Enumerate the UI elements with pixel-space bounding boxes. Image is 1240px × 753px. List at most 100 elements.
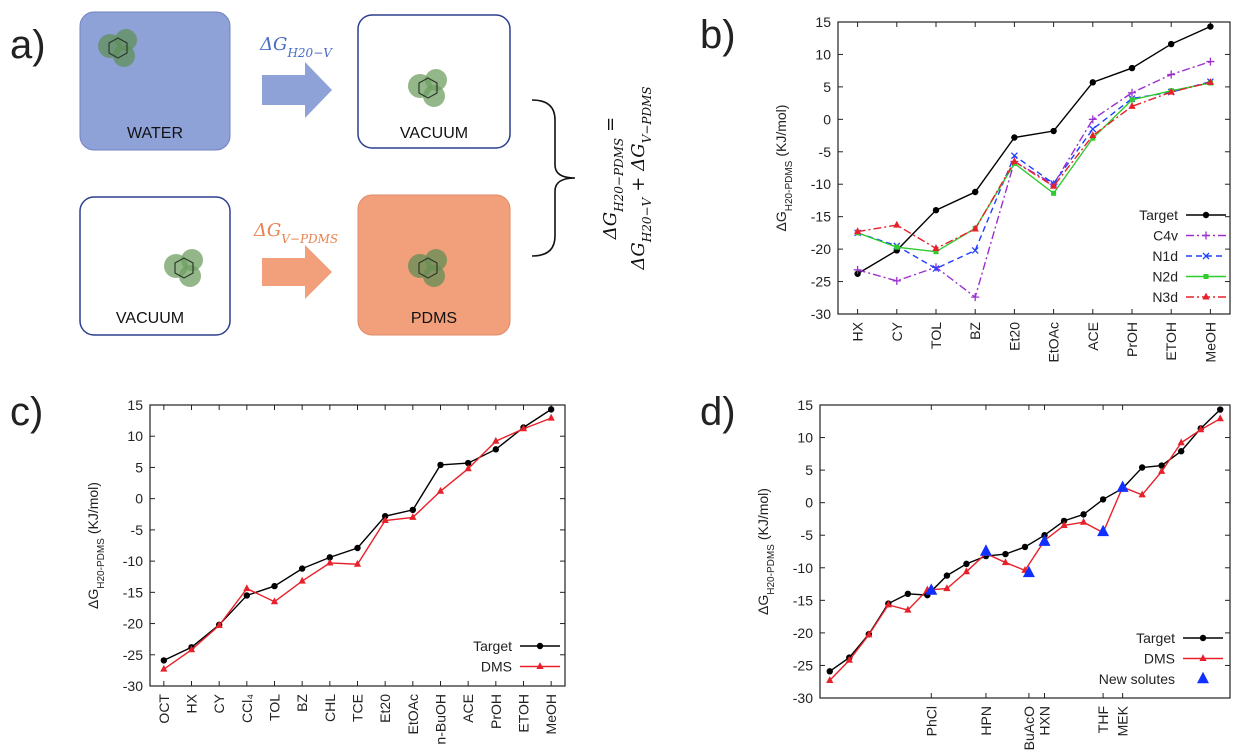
marker <box>1197 671 1209 684</box>
y-tick-label: 15 <box>797 397 813 413</box>
marker <box>160 664 168 672</box>
marker-shape <box>1128 64 1136 72</box>
marker-shape <box>1001 558 1010 566</box>
marker <box>187 645 196 653</box>
marker <box>1089 79 1097 86</box>
subscript: H20-PDMS <box>766 544 777 595</box>
molecule <box>98 29 137 67</box>
marker-shape <box>1128 102 1136 109</box>
marker-shape <box>1090 135 1096 141</box>
marker <box>243 592 251 599</box>
marker <box>1202 231 1210 240</box>
marker-shape <box>437 461 444 469</box>
x-tick-label: TOL <box>928 322 944 349</box>
marker-shape <box>1022 565 1035 578</box>
marker-shape <box>215 621 223 628</box>
arrow <box>262 62 332 118</box>
marker <box>536 642 544 650</box>
y-axis-label: ΔGH20-PDMS (KJ/mol) <box>773 105 795 232</box>
marker-shape <box>1203 274 1209 279</box>
panel-label: b) <box>700 13 736 57</box>
marker-shape <box>1080 511 1087 518</box>
legend-label: Target <box>1139 207 1178 223</box>
unit: (KJ/mol) <box>85 482 101 534</box>
y-tick-label: -25 <box>811 274 831 290</box>
marker-shape <box>298 576 306 584</box>
marker <box>1089 125 1097 133</box>
marker <box>893 220 901 228</box>
marker <box>1217 406 1224 413</box>
marker-shape <box>1129 97 1135 103</box>
y-axis-label: ΔGH20-PDMS (KJ/mol) <box>755 488 777 615</box>
marker <box>1038 534 1051 546</box>
symbol: ΔG <box>253 220 281 241</box>
x-tick-label: OCT <box>156 694 172 724</box>
legend-label: New solutes <box>1099 671 1175 687</box>
marker-shape <box>845 655 853 663</box>
marker <box>1199 634 1207 642</box>
legend-label: DMS <box>1144 651 1175 667</box>
marker-shape <box>1002 550 1009 558</box>
marker <box>1177 448 1185 455</box>
marker-shape <box>1010 152 1018 160</box>
y-tick-label: -30 <box>123 678 143 694</box>
symbol: ΔG <box>259 34 287 55</box>
marker <box>381 512 389 520</box>
marker <box>933 249 939 255</box>
legend-label: C4v <box>1153 228 1178 244</box>
marker-shape <box>536 642 544 650</box>
marker <box>353 559 362 567</box>
y-tick-label: 0 <box>805 495 813 511</box>
marker-shape <box>1138 464 1146 471</box>
marker <box>354 544 361 552</box>
marker-shape <box>326 554 334 561</box>
marker-shape <box>943 572 951 579</box>
marker <box>963 560 970 568</box>
marker <box>1202 292 1210 300</box>
symbol: ΔG <box>85 589 101 609</box>
symbol: ΔG <box>628 242 649 270</box>
y-tick-label: 5 <box>805 462 813 478</box>
marker-shape <box>160 664 168 672</box>
marker <box>1167 70 1176 79</box>
y-tick-label: -10 <box>811 176 831 192</box>
marker-shape <box>436 486 445 494</box>
y-tick-label: -5 <box>801 527 814 543</box>
symbol: ΔG <box>628 143 649 171</box>
marker <box>1168 40 1175 48</box>
marker <box>1079 517 1088 525</box>
marker-shape <box>932 206 940 214</box>
marker-shape <box>1207 23 1214 30</box>
panel-label: a) <box>10 23 46 67</box>
marker-shape <box>826 668 833 675</box>
symbol: ΔG <box>600 212 621 240</box>
marker-shape <box>1021 543 1029 551</box>
marker-shape <box>381 516 389 524</box>
marker-shape <box>1158 462 1165 469</box>
x-tick-label: PrOH <box>488 694 504 729</box>
operator: + <box>628 177 649 192</box>
x-tick-label: EtOAc <box>1046 322 1062 362</box>
marker <box>979 544 992 556</box>
marker-shape <box>1089 125 1097 133</box>
marker <box>243 584 251 592</box>
marker-shape <box>1202 292 1210 300</box>
marker-shape <box>547 413 555 421</box>
marker-shape <box>972 188 979 196</box>
brace <box>531 99 576 257</box>
marker-shape <box>962 567 971 575</box>
marker-shape <box>354 544 361 552</box>
marker-shape <box>865 630 873 638</box>
marker-shape <box>1011 134 1018 141</box>
marker <box>853 265 862 274</box>
marker-shape <box>1206 57 1215 66</box>
y-tick-label: -10 <box>793 560 813 576</box>
marker <box>464 459 472 467</box>
arrow-label: ΔGH20−V <box>259 34 333 60</box>
marker <box>326 554 334 561</box>
marker <box>1051 190 1057 196</box>
marker <box>270 597 279 605</box>
marker-shape <box>409 506 417 514</box>
x-tick-label: CCl₄ <box>239 694 255 723</box>
marker <box>1129 97 1135 103</box>
